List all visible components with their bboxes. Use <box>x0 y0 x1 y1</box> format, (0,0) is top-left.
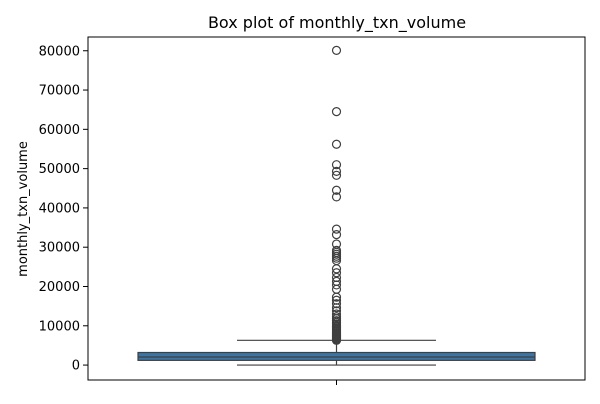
y-tick-label: 50000 <box>39 162 80 177</box>
y-tick-label: 0 <box>72 359 80 374</box>
y-tick-label: 70000 <box>39 84 80 99</box>
outlier-point <box>331 299 342 309</box>
outlier-point <box>331 170 342 180</box>
outlier-point <box>331 268 342 278</box>
outlier-point <box>331 272 342 283</box>
y-tick-label: 20000 <box>39 280 80 295</box>
outlier-point <box>331 239 342 249</box>
outlier-point <box>331 166 342 176</box>
y-tick-label: 60000 <box>39 123 80 138</box>
outlier-point <box>331 45 342 55</box>
outlier-point <box>331 276 342 286</box>
outlier-point <box>331 312 342 322</box>
outlier-point <box>331 309 342 319</box>
outlier-point <box>331 295 342 305</box>
outlier-point <box>331 192 342 202</box>
outlier-point <box>331 160 342 170</box>
outlier-point <box>331 139 342 149</box>
outlier-point <box>331 306 342 316</box>
y-tick-label: 80000 <box>39 44 80 59</box>
y-tick-label: 10000 <box>39 319 80 334</box>
y-tick-label: 40000 <box>39 201 80 216</box>
outlier-point <box>331 185 342 195</box>
outlier-point <box>331 107 342 117</box>
y-axis-label: monthly_txn_volume <box>16 141 31 277</box>
outlier-point <box>331 245 342 255</box>
outlier-point <box>331 230 342 240</box>
outlier-point <box>331 224 342 234</box>
chart-title: Box plot of monthly_txn_volume <box>208 13 466 33</box>
y-axis-ticks: 0 10000 20000 30000 40000 50000 60000 70000 8000… <box>39 44 88 374</box>
y-tick-label: 30000 <box>39 241 80 256</box>
outlier-points <box>331 45 342 345</box>
